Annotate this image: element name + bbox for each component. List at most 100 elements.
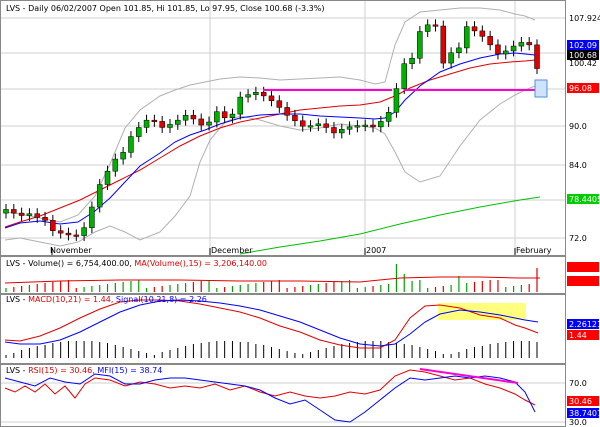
volume-tag-1 [567,262,599,272]
x-label-november: November [50,246,92,255]
candle-body [18,212,25,216]
candle-body [221,111,228,118]
volume-tag-2 [567,276,599,286]
candle-body [143,119,150,128]
candle-body [190,115,197,120]
candle-body [229,113,236,118]
x-axis: November December 2007 February [50,246,552,255]
candle-body [448,52,454,64]
candle-body [393,88,400,113]
candle-body [73,234,80,237]
candle-body [299,120,306,127]
volume-header-ticker: LVS - [6,259,28,268]
price-tags: 102.09 100.68 96.08 78.4405 [567,40,600,204]
candle-body [237,96,244,115]
x-label-december: December [211,246,253,255]
rsi-tag-bg [567,396,599,406]
candle-body [50,220,56,231]
candle-body [151,119,158,122]
candle-body [510,45,517,52]
candle-body [159,121,165,128]
candle-body [34,213,40,218]
mfi-line [4,373,536,423]
mfi-tag: 38.7407 [569,409,600,418]
tag-bb-upper: 102.09 [569,41,597,50]
candle-body [57,230,64,234]
candle-body [284,107,290,116]
candle-body [463,26,470,49]
candle-body [96,184,103,208]
rsi-header-mfi: MFI(15) = 38.74 [97,366,162,375]
rsi-grid [1,382,565,423]
rsi-line [4,369,536,406]
candle-body [198,118,204,126]
candle-body [526,42,532,46]
candle-body [260,91,267,97]
candle-body [3,209,9,214]
candle-body [315,123,322,126]
price-y-axis: 107.924 100.42 90.0 84.0 72.0 [569,14,600,243]
volume-header-volume: Volume() = 6,754,400.00, [28,259,134,268]
candle-body [378,121,384,128]
x-label-2007: 2007 [366,246,386,255]
tag-close: 100.68 [569,51,597,60]
macd-signal-tag-bg [567,319,599,329]
candle-body [362,124,368,127]
volume-header: LVS - Volume() = 6,754,400.00, MA(Volume… [6,259,267,268]
price-header: LVS - Daily 06/02/2007 Open 101.85, Hi 1… [6,4,324,13]
rsi-panel [0,364,566,427]
ma-long-green-line [239,196,541,255]
candle-body [354,125,361,128]
candle-body [385,112,392,122]
candle-body [440,25,447,64]
y-tick-10042: 100.42 [569,59,597,68]
candle-body [11,209,17,214]
candle-body [65,232,72,236]
volume-ma-line [4,276,540,284]
candle-body [503,50,509,55]
candle-body [401,63,407,89]
macd-line [4,299,539,349]
y-tick-900: 90.0 [569,122,587,131]
candle-body [120,152,126,160]
volume-panel [0,256,566,294]
rsi-header: LVS - RSI(15) = 30.46, MFI(15) = 38.74 [6,366,162,375]
candle-body [167,124,173,128]
rsi-tag: 30.46 [569,397,592,406]
candle-body [409,57,415,64]
candle-body [417,31,423,59]
y-tick-107924: 107.924 [569,14,600,23]
candle-body [370,124,376,128]
candle-body [175,119,181,125]
candle-body [456,47,462,54]
candle-body [346,126,353,130]
candle-body [518,42,525,47]
candle-body [253,91,259,95]
candle-body [89,206,95,228]
y-tick-720: 72.0 [569,234,587,243]
candle-body [276,100,283,108]
candle-body [182,115,189,121]
rsi-divergence-line [419,368,519,384]
candle-body [339,129,345,134]
rsi-header-ticker: LVS - [6,366,28,375]
y-tick-840: 84.0 [569,161,587,170]
candle-body [136,127,142,137]
candlestick-series [3,19,540,242]
highlight-box [534,79,548,98]
candle-body [307,125,314,128]
macd-histogram [5,341,538,358]
macd-header-macd: MACD(10,21) = 1.44, [28,295,116,304]
x-label-february: February [516,246,552,255]
macd-tag: 1.44 [569,331,587,340]
macd-signal-tag: 2.26121 [569,320,600,329]
macd-tag-bg [567,330,599,340]
price-panel [0,0,566,256]
macd-signal-line [4,299,539,347]
candle-body [206,121,212,126]
candle-body [112,158,119,172]
candle-body [104,170,111,185]
candle-body [534,44,540,69]
tag-ma-green: 78.4405 [569,195,600,204]
candle-body [128,136,134,153]
